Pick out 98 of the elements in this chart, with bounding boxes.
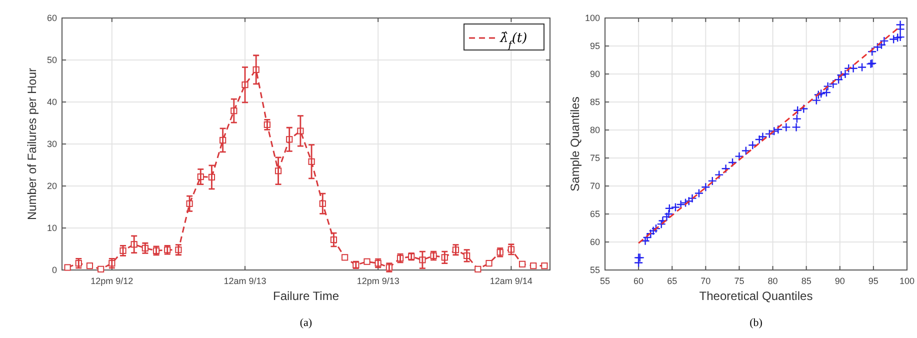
point: [640, 236, 650, 246]
x-tick-label: 12pm 9/12: [90, 276, 134, 286]
point: [799, 104, 808, 114]
point: [834, 75, 844, 84]
point: [646, 229, 656, 238]
point: [822, 88, 832, 98]
point: [728, 158, 738, 168]
point: [670, 202, 680, 212]
point: [651, 224, 661, 234]
point: [770, 126, 779, 136]
x-tick-label: 100: [899, 276, 915, 286]
point: [684, 196, 694, 206]
point: [541, 262, 548, 270]
point: [782, 122, 791, 132]
x-tick-label: 60: [634, 276, 644, 286]
y-tick-label: 100: [584, 13, 600, 23]
point: [741, 146, 751, 156]
point: [474, 266, 482, 272]
y-axis-title: Number of Failures per Hour: [25, 68, 39, 220]
point: [888, 34, 898, 44]
point: [486, 260, 492, 267]
y-tick-label: 20: [46, 181, 57, 191]
x-tick-label: 95: [868, 276, 878, 286]
y-tick-label: 60: [46, 13, 57, 23]
point: [530, 262, 537, 270]
point: [721, 164, 730, 174]
point: [868, 47, 877, 56]
x-tick-label: 12am 9/13: [224, 276, 266, 286]
point: [792, 122, 801, 132]
point: [812, 96, 821, 105]
point: [840, 69, 850, 79]
point: [342, 254, 348, 261]
y-tick-label: 55: [590, 265, 600, 275]
y-tick-label: 30: [46, 139, 57, 149]
text: (a): [300, 317, 312, 329]
point: [714, 170, 724, 180]
y-tick-label: 60: [590, 237, 600, 247]
point: [664, 209, 674, 219]
point: [98, 266, 104, 272]
x-tick-label: 12am 9/14: [490, 276, 532, 286]
point: [658, 216, 668, 226]
point: [680, 198, 690, 208]
point: [694, 188, 704, 198]
x-tick-label: 85: [801, 276, 812, 286]
point: [364, 258, 370, 265]
point: [880, 36, 889, 46]
y-tick-label: 75: [590, 153, 600, 163]
point: [688, 194, 697, 203]
point: [64, 264, 71, 271]
point: [793, 106, 802, 115]
x-tick-label: 90: [834, 276, 845, 286]
point: [701, 182, 710, 192]
x-tick-label: 12pm 9/13: [356, 276, 400, 286]
point: [748, 140, 758, 150]
point: [816, 89, 826, 98]
point: [872, 42, 882, 52]
point: [754, 134, 764, 144]
point: [648, 226, 658, 236]
x-tick-label: 55: [600, 276, 610, 286]
point: [734, 152, 744, 161]
point: [86, 262, 94, 270]
point: [774, 124, 783, 134]
y-tick-label: 10: [46, 223, 57, 233]
point: [828, 79, 838, 89]
point: [896, 32, 905, 42]
x-tick-label: 70: [700, 276, 711, 286]
x-tick-label: 75: [734, 276, 744, 286]
text: (b): [750, 317, 763, 329]
x-tick-label: 65: [667, 276, 678, 286]
point: [792, 114, 802, 124]
point: [708, 176, 717, 186]
point: [814, 90, 824, 100]
point: [662, 212, 672, 222]
y-tick-label: 40: [46, 97, 57, 107]
y-tick-label: 0: [52, 265, 57, 275]
x-tick-label: 80: [768, 276, 778, 286]
y-tick-label: 95: [590, 41, 600, 51]
y-tick-label: 65: [590, 209, 600, 219]
point: [518, 260, 526, 268]
y-tick-label: 80: [590, 125, 600, 135]
point: [664, 204, 674, 213]
point: [836, 70, 846, 80]
point: [758, 132, 768, 142]
point: [823, 82, 832, 91]
legend-label: λ̂$_{f}$(t): [499, 31, 528, 50]
point: [893, 33, 902, 42]
x-axis-title: Failure Time: [272, 289, 340, 303]
x-axis-title: Theoretical Quantiles: [699, 289, 813, 303]
y-axis-title: Sample Quantiles: [568, 96, 582, 192]
y-tick-label: 50: [46, 55, 57, 65]
point: [656, 219, 666, 229]
point: [857, 62, 867, 72]
point: [896, 20, 905, 30]
point: [764, 129, 774, 139]
y-tick-label: 90: [590, 69, 600, 79]
y-tick-label: 85: [590, 97, 600, 107]
y-tick-label: 70: [590, 181, 600, 191]
point: [676, 200, 686, 210]
